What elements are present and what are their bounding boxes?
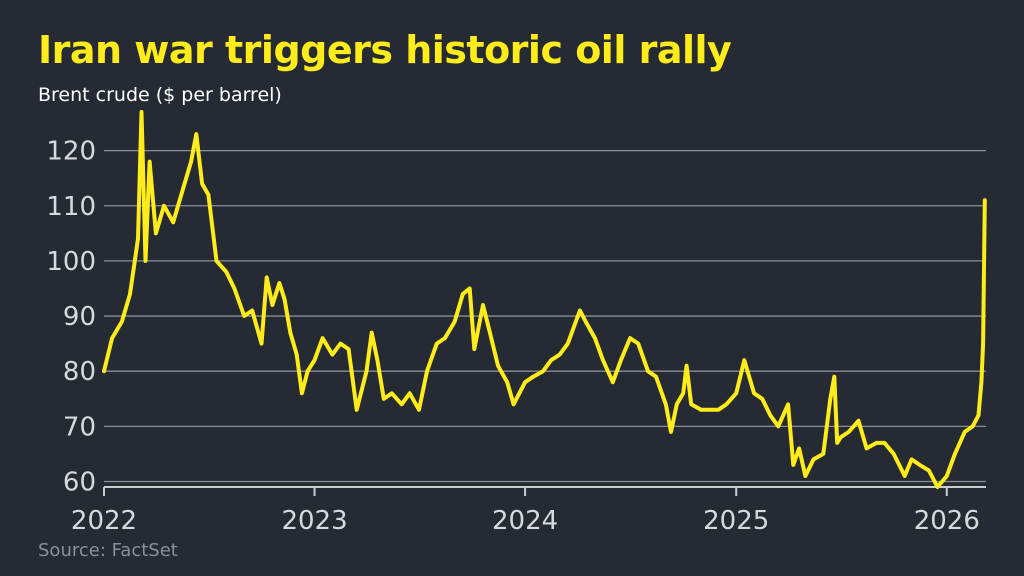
y-tick-label: 60 [63,467,96,497]
x-axis: 2022 2023 2024 2025 2026 [71,486,986,536]
y-tick-label: 70 [63,412,96,442]
y-tick-label: 110 [46,192,96,222]
y-axis: 60 70 80 90 100 110 120 [46,137,96,498]
y-tick-label: 80 [63,357,96,387]
x-tick-label: 2026 [914,506,980,536]
y-tick-label: 100 [46,247,96,277]
y-tick-label: 90 [63,302,96,332]
chart-subtitle: Brent crude ($ per barrel) [38,84,282,106]
source-note: Source: FactSet [38,540,178,561]
x-tick-label: 2024 [492,506,558,536]
x-tick-label: 2025 [703,506,769,536]
y-tick-label: 120 [46,137,96,167]
chart-title: Iran war triggers historic oil rally [38,28,732,72]
x-tick-label: 2023 [281,506,347,536]
x-tick-label: 2022 [71,506,137,536]
series-line-brent [102,110,987,489]
gridlines [104,149,986,483]
series [102,110,987,489]
